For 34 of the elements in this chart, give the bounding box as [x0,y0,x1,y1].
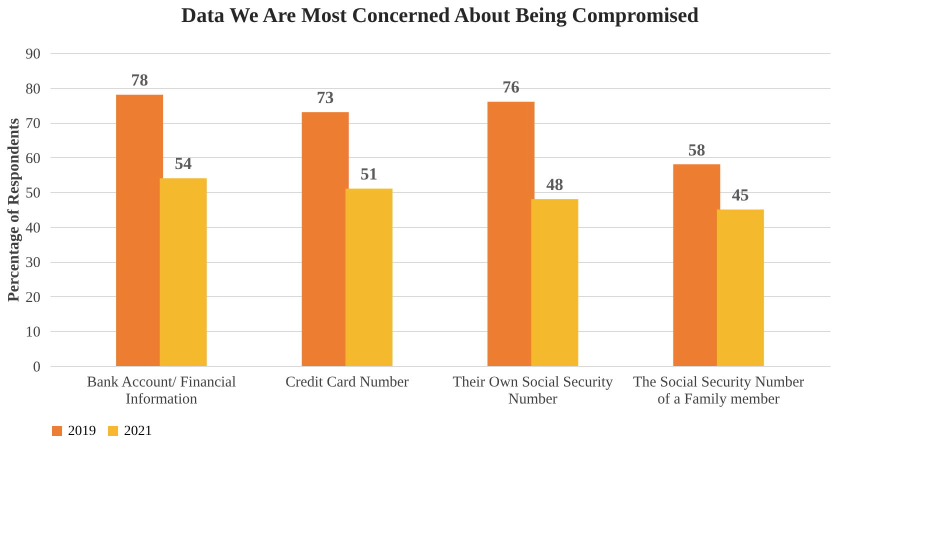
bar [488,102,535,366]
y-axis-title: Percentage of Respondents [6,118,22,302]
data-label: 54 [174,154,192,174]
data-label: 78 [131,70,148,90]
y-tick-label: 60 [26,150,40,167]
x-tick-label: The Social Security Number of a Family member [632,374,804,408]
bar [673,164,720,366]
data-label: 48 [546,175,564,194]
data-label: 51 [360,164,378,184]
x-tick-label: Their Own Social Security Number [452,374,614,408]
x-tick-label: Bank Account/ Financial Information [86,374,236,408]
y-tick-label: 0 [33,360,40,376]
data-label: 76 [502,78,520,97]
x-tick-label: Credit Card Number [285,374,409,390]
y-tick-label: 70 [26,116,40,132]
bar [116,94,164,366]
data-label: 73 [316,88,334,108]
y-tick-label: 30 [26,255,40,272]
bar [716,210,764,366]
bar [160,178,207,366]
bar [345,188,392,366]
data-label: 58 [688,140,706,160]
data-label: 45 [732,186,749,204]
bar [531,199,578,366]
bar [302,112,349,366]
y-tick-label: 50 [26,186,40,202]
y-tick-label: 90 [26,46,40,62]
chart-title: Data We Are Most Concerned About Being Compromised [181,3,700,27]
y-tick-label: 80 [26,81,40,98]
legend-label: 2021 [124,424,152,439]
y-tick-label: 20 [26,290,40,306]
y-tick-label: 10 [26,324,40,341]
y-tick-label: 40 [26,220,40,236]
legend-label: 2019 [68,424,96,439]
